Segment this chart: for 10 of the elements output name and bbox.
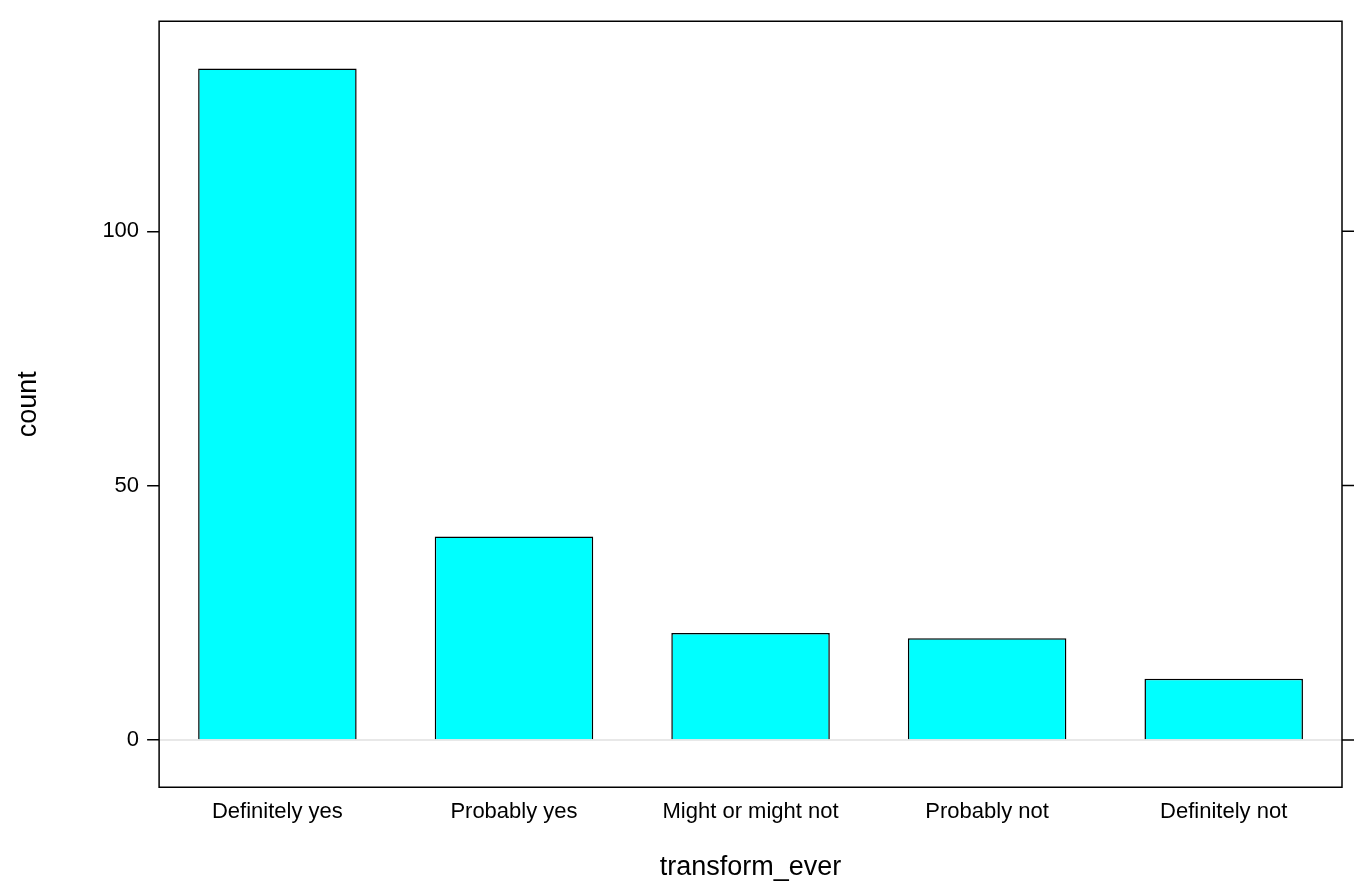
x-tick-label: Definitely not: [1160, 798, 1288, 824]
y-tick-label: 100: [102, 217, 140, 243]
x-axis-title: transform_ever: [659, 851, 842, 882]
x-tick-label: Probably yes: [450, 798, 578, 824]
y-tick-label: 50: [114, 471, 140, 497]
x-tick-label: Probably not: [925, 798, 1049, 824]
x-tick-label: Might or might not: [662, 798, 839, 824]
y-tick-label: 0: [126, 725, 140, 751]
y-axis-title: count: [11, 370, 42, 438]
x-tick-label: Definitely yes: [211, 798, 343, 824]
